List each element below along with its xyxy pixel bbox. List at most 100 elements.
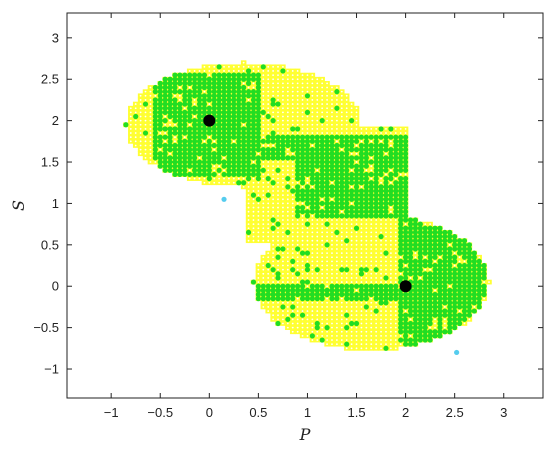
grid-dot [370,256,373,259]
grid-dot [365,314,368,317]
grid-dot [286,219,289,221]
grid-dot [365,243,368,246]
grid-dot [286,326,289,329]
grid-dot [340,335,343,337]
grid-dot [262,144,265,147]
grid-dot [169,119,171,122]
grid-dot [252,65,255,68]
grid-dot [272,144,275,147]
grid-dot [262,235,265,238]
grid-dot [267,90,270,93]
grid-dot [335,223,338,226]
grid-dot [247,181,250,184]
grid-dot [316,301,319,304]
grid-dot [331,239,333,242]
grid-dot [257,181,260,184]
grid-dot [335,281,338,283]
grid-dot [282,119,284,122]
grid-dot [350,306,353,308]
grid-dot [316,239,319,242]
grid-dot [282,103,284,105]
grid-dot [282,198,284,201]
grid-dot [277,243,279,246]
grid-dot [291,90,294,93]
grid-dot [321,301,324,304]
grid-dot [291,318,294,321]
grid-dot [286,119,289,122]
grid-dot [139,111,142,114]
grid-dot [296,119,299,122]
grid-dot [316,243,319,246]
grid-dot [144,128,147,130]
grid-dot [340,252,343,255]
grid-dot [365,318,368,321]
grid-dot [291,78,294,81]
grid-dot [291,152,294,155]
grid-dot [282,243,284,246]
grid-dot [301,243,304,246]
grid-dot [370,268,373,271]
grid-dot [311,248,314,250]
grid-dot [291,194,294,197]
grid-dot [174,123,176,126]
grid-dot [257,206,260,209]
grid-dot [340,103,343,105]
grid-dot [340,343,343,346]
grid-dot [267,260,270,263]
grid-dot [306,206,309,209]
grid-dot [282,231,284,234]
plot-layer [123,60,492,356]
grid-dot [213,65,216,68]
grid-dot [340,326,343,329]
grid-dot [286,223,289,226]
grid-dot [267,214,270,217]
grid-dot [262,231,265,234]
grid-dot [321,318,324,321]
grid-dot [311,264,314,267]
grid-dot [301,123,304,126]
grid-dot [139,148,142,151]
grid-dot [282,281,284,283]
grid-dot [316,335,319,337]
grid-dot [149,132,152,134]
grid-dot [286,306,289,308]
grid-dot [350,219,353,221]
grid-dot [316,330,319,333]
grid-dot [316,94,319,97]
grid-dot [262,239,265,242]
grid-dot [188,70,191,72]
grid-dot [267,181,270,184]
grid-dot [296,74,299,76]
grid-dot [286,314,289,317]
grid-dot [340,277,343,279]
grid-dot [272,82,275,85]
grid-dot [272,260,275,263]
grid-dot [355,115,358,118]
grid-dot [306,103,309,105]
grid-dot [311,235,314,238]
grid-dot [326,306,328,308]
grid-dot [365,281,368,283]
grid-dot [257,185,260,188]
grid-dot [365,347,368,350]
grid-dot [159,148,162,151]
grid-dot [311,107,314,110]
grid-dot [223,169,225,172]
grid-dot [267,161,270,163]
grid-dot [311,132,314,134]
grid-dot [370,219,373,221]
grid-dot [164,140,167,143]
grid-dot [311,330,314,333]
grid-dot [296,99,299,101]
grid-dot [134,119,137,122]
grid-dot [370,306,373,308]
grid-dot [296,268,299,271]
grid-dot [301,132,304,134]
grid-dot [360,256,363,259]
grid-dot [257,223,260,226]
grid-dot [277,190,279,192]
grid-dot [321,235,324,238]
grid-dot [247,214,250,217]
grid-dot [134,107,137,110]
grid-dot [326,123,328,126]
